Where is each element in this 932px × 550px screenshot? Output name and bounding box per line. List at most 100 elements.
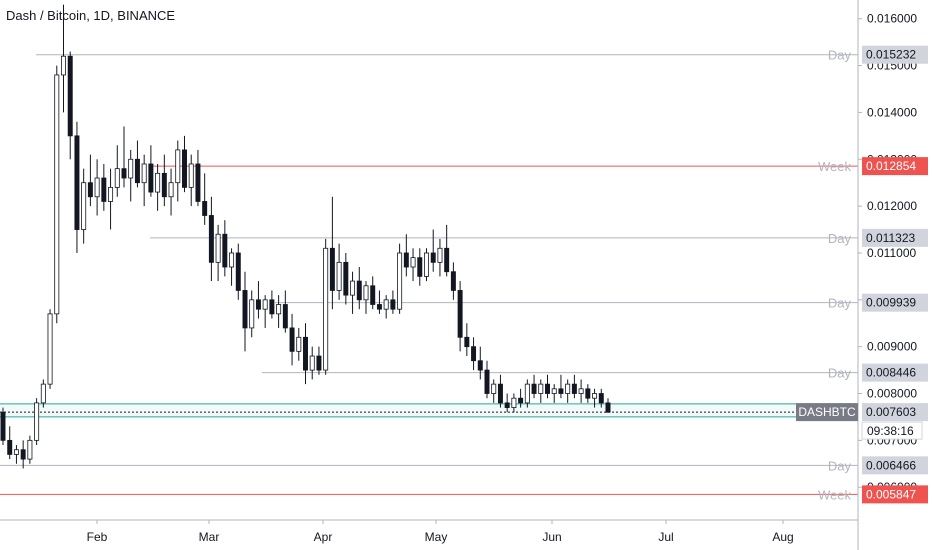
- candle: [578, 379, 584, 403]
- candle-body: [424, 252, 429, 277]
- candle-body: [592, 393, 598, 399]
- candle: [585, 384, 591, 403]
- candle: [370, 276, 376, 310]
- candle-body: [578, 388, 584, 394]
- x-tick-label: May: [425, 530, 448, 544]
- candle-body: [235, 252, 241, 291]
- x-tick-label: Feb: [87, 530, 108, 544]
- candle-body: [20, 449, 26, 460]
- candle: [101, 163, 107, 211]
- candle-body: [598, 393, 604, 404]
- x-tick-label: Mar: [199, 530, 220, 544]
- candle: [114, 145, 120, 197]
- candle: [565, 379, 571, 403]
- level-price-value: 0.006466: [866, 458, 916, 472]
- candle-body: [376, 304, 382, 310]
- candle: [477, 346, 483, 380]
- candle: [336, 243, 342, 300]
- candle-body: [175, 149, 181, 184]
- candle: [108, 168, 114, 230]
- candle: [188, 154, 194, 207]
- candle: [81, 168, 87, 244]
- candle: [289, 313, 295, 366]
- candle-body: [390, 299, 396, 310]
- candle: [538, 379, 544, 403]
- candle-body: [94, 177, 100, 198]
- candle: [504, 393, 510, 413]
- candle-body: [471, 346, 477, 362]
- candle-body: [182, 149, 187, 188]
- candle-body: [504, 402, 510, 408]
- candle-body: [242, 290, 248, 329]
- candle: [74, 121, 80, 253]
- x-tick-label: Apr: [314, 530, 333, 544]
- ticker-label: DASHBTC: [798, 405, 856, 419]
- candle-body: [114, 168, 120, 188]
- candle: [524, 379, 530, 408]
- candle-body: [67, 55, 73, 137]
- x-tick-label: Jun: [542, 530, 561, 544]
- candle-body: [551, 388, 557, 394]
- candle: [444, 224, 450, 277]
- candle-body: [524, 383, 530, 404]
- candle: [316, 346, 322, 375]
- candle-body: [430, 252, 436, 263]
- candle-body: [188, 163, 194, 188]
- price-tags-layer: 0.015232 0.012854 0.011323 0.009939 0.008446…: [796, 45, 928, 504]
- x-tick-label: Aug: [772, 530, 793, 544]
- candle: [262, 295, 268, 328]
- candle-body: [585, 388, 591, 399]
- candle: [87, 154, 93, 207]
- candle: [296, 327, 302, 361]
- candle: [545, 374, 550, 399]
- candle-body: [417, 257, 423, 277]
- candle: [215, 224, 221, 282]
- y-tick-label: 0.011000: [867, 246, 916, 260]
- current-price-band: [0, 403, 858, 418]
- candle-body: [511, 397, 517, 408]
- ticker-tag: [796, 403, 858, 422]
- candle: [457, 281, 463, 352]
- candle: [390, 290, 396, 314]
- candle: [161, 154, 167, 207]
- level-label-week: Week: [818, 159, 851, 174]
- last-price-tag: [862, 403, 928, 422]
- candle-body: [531, 383, 537, 394]
- candle: [511, 393, 517, 413]
- candle-body: [108, 186, 114, 202]
- candle: [350, 271, 356, 314]
- candle-body: [255, 299, 261, 310]
- level-price-tag: [862, 157, 928, 176]
- y-tick-label: 0.008000: [867, 387, 917, 401]
- candle-body: [282, 304, 288, 329]
- candle: [464, 323, 470, 357]
- candle-body: [229, 252, 235, 268]
- candle-body: [121, 168, 127, 179]
- candle: [491, 379, 497, 403]
- candle: [309, 346, 315, 380]
- candle-body: [571, 383, 577, 394]
- candle-body: [54, 74, 60, 315]
- candle-body: [195, 163, 201, 202]
- candle: [397, 243, 403, 314]
- candle-body: [141, 163, 147, 184]
- candle: [571, 374, 577, 399]
- candle: [497, 374, 503, 408]
- level-label-day: Day: [828, 231, 852, 246]
- candle: [13, 445, 19, 464]
- candle-body: [303, 336, 308, 371]
- level-price-value: 0.012854: [866, 159, 916, 173]
- candle-body: [13, 449, 19, 455]
- candle-body: [148, 163, 154, 193]
- candle: [20, 440, 26, 469]
- candle-body: [316, 355, 322, 371]
- candle-body: [370, 285, 376, 305]
- y-tick-label: 0.009000: [867, 340, 917, 354]
- candle-body: [61, 55, 66, 76]
- candle-body: [309, 355, 315, 371]
- candle-body: [40, 383, 46, 404]
- candle: [531, 374, 537, 399]
- candle: [208, 196, 214, 282]
- candle: [155, 163, 161, 211]
